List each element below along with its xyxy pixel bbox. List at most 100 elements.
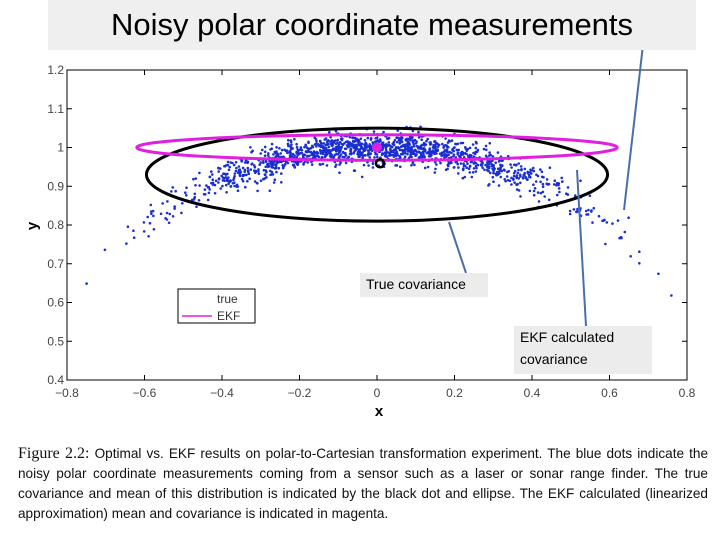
measurement-point — [503, 178, 507, 181]
measurement-point — [231, 161, 234, 165]
measurement-point — [313, 154, 316, 158]
measurement-point — [174, 189, 177, 193]
measurement-point — [198, 184, 201, 187]
measurement-point — [426, 137, 430, 141]
measurement-point — [240, 160, 243, 163]
measurement-point — [367, 164, 370, 167]
measurement-point — [517, 177, 520, 180]
measurement-point — [142, 221, 146, 224]
measurement-point — [273, 163, 277, 166]
ekf-mean-marker — [372, 142, 382, 153]
measurement-point — [277, 166, 281, 170]
measurement-point — [395, 136, 398, 139]
measurement-point — [496, 167, 500, 171]
x-tick-label: 0 — [374, 386, 381, 400]
measurement-point — [229, 185, 233, 188]
measurement-point — [334, 139, 337, 142]
measurement-point — [223, 172, 227, 176]
measurement-point — [359, 137, 363, 140]
measurement-point — [541, 185, 545, 188]
measurement-point — [494, 161, 498, 164]
measurement-point — [333, 148, 336, 151]
measurement-point — [150, 212, 153, 216]
measurement-point — [519, 165, 523, 168]
measurement-point — [352, 136, 355, 140]
measurement-point — [250, 162, 254, 165]
measurement-point — [461, 176, 465, 180]
measurement-point — [457, 148, 461, 152]
measurement-point — [425, 151, 429, 155]
measurement-point — [435, 163, 438, 166]
measurement-point — [275, 146, 278, 149]
measurement-point — [447, 153, 451, 156]
measurement-point — [433, 152, 437, 155]
measurement-point — [238, 173, 241, 176]
measurement-point — [410, 164, 413, 167]
measurement-point — [420, 156, 424, 159]
measurement-point — [208, 175, 212, 179]
measurement-point — [557, 187, 561, 190]
measurement-point — [519, 195, 522, 198]
measurement-point — [227, 176, 230, 179]
measurement-point — [233, 184, 236, 188]
measurement-point — [326, 139, 329, 143]
callout-line-ekf — [576, 169, 587, 327]
measurement-point — [433, 171, 437, 174]
measurement-point — [350, 144, 354, 147]
measurement-point — [280, 172, 283, 175]
measurement-point — [192, 177, 195, 181]
measurement-point — [213, 192, 217, 195]
measurement-point — [305, 146, 309, 149]
measurement-point — [528, 189, 532, 193]
measurement-point — [373, 156, 376, 159]
measurement-point — [479, 163, 483, 166]
measurement-point — [381, 152, 384, 155]
caption-text: Optimal vs. EKF results on polar-to-Cart… — [18, 446, 709, 521]
measurement-point — [256, 189, 259, 193]
measurement-point — [324, 146, 328, 150]
measurement-point — [280, 148, 284, 152]
measurement-point — [371, 166, 375, 169]
measurement-point — [369, 138, 373, 141]
measurement-point — [235, 183, 239, 187]
measurement-point — [185, 186, 188, 189]
measurement-point — [389, 150, 392, 154]
measurement-point — [259, 161, 263, 164]
measurement-point — [307, 147, 311, 151]
measurement-point — [482, 147, 486, 151]
measurement-point — [290, 146, 293, 149]
measurement-point — [149, 210, 153, 213]
measurement-point — [448, 140, 452, 143]
measurement-point — [443, 149, 447, 152]
measurement-point — [341, 155, 345, 159]
measurement-point — [359, 144, 363, 148]
measurement-point — [293, 165, 296, 168]
measurement-point — [512, 178, 515, 181]
callout-true-covariance: True covariance — [360, 273, 488, 297]
measurement-point — [548, 166, 552, 169]
measurement-point — [543, 195, 546, 198]
measurement-point — [602, 219, 605, 222]
measurement-point — [411, 161, 415, 165]
measurement-point — [534, 180, 538, 183]
measurement-point — [238, 168, 241, 171]
measurement-point — [467, 167, 471, 170]
measurement-point — [315, 154, 318, 158]
measurement-point — [277, 155, 281, 158]
measurement-point — [132, 229, 135, 232]
measurement-point — [620, 236, 623, 240]
measurement-point — [236, 189, 240, 192]
measurement-point — [536, 191, 540, 194]
measurement-point — [336, 141, 339, 144]
measurement-point — [267, 164, 271, 168]
measurement-point — [429, 143, 432, 146]
measurement-point — [194, 184, 197, 187]
callout-line-measurements — [623, 44, 644, 211]
measurement-point — [348, 152, 352, 156]
measurement-point — [213, 183, 217, 187]
measurement-point — [413, 148, 417, 152]
measurement-point — [275, 152, 278, 155]
measurement-point — [296, 163, 299, 166]
measurement-point — [421, 150, 425, 154]
measurement-point — [558, 190, 561, 194]
